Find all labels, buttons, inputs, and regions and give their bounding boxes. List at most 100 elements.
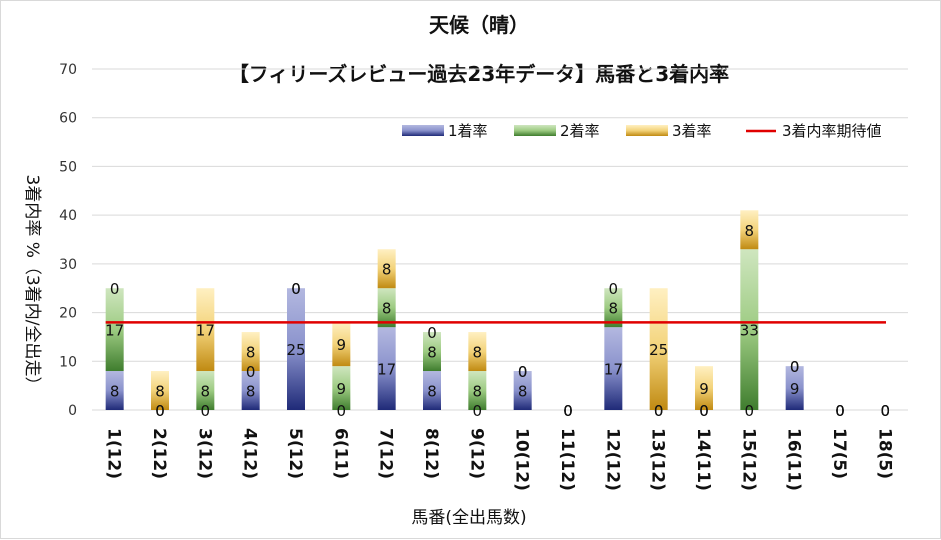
- bar-segment: [332, 322, 351, 367]
- x-tick-label: 7(12): [376, 428, 396, 479]
- data-label: 0: [881, 402, 891, 420]
- bar-segment: [423, 371, 441, 410]
- data-label: 0: [699, 402, 709, 420]
- y-tick-label: 50: [59, 159, 77, 175]
- y-tick-label: 30: [59, 257, 77, 273]
- x-tick-label: 11(12): [557, 428, 577, 491]
- data-label: 0: [881, 402, 891, 420]
- y-tick-label: 0: [68, 403, 77, 419]
- data-label: 0: [654, 402, 664, 420]
- data-label: 0: [563, 402, 573, 420]
- data-label: 0: [201, 402, 211, 420]
- data-label: 9: [337, 380, 347, 398]
- bar-segment: [332, 366, 351, 410]
- bar-segment: [423, 332, 441, 372]
- data-label: 0: [518, 363, 528, 381]
- legend-label: 1着率: [448, 122, 488, 140]
- y-axis-label: 3着内率 %（3着内/全出走）: [22, 175, 42, 394]
- x-tick-label: 2(12): [149, 428, 169, 479]
- data-label: 8: [201, 383, 211, 401]
- data-label: 17: [604, 361, 623, 379]
- y-tick-label: 20: [59, 306, 77, 322]
- data-label: 0: [745, 402, 755, 420]
- legend-label: 3着内率期待値: [782, 122, 882, 140]
- x-tick-label: 15(12): [738, 428, 758, 491]
- legend: 1着率 2着率 3着率 3着内率期待値: [402, 122, 882, 140]
- bars: [105, 210, 804, 410]
- data-label: 0: [473, 402, 483, 420]
- data-label: 0: [563, 402, 573, 420]
- bar-segment: [468, 371, 487, 410]
- data-label: 25: [649, 341, 668, 359]
- data-label: 0: [518, 363, 528, 381]
- bar-segment: [785, 366, 804, 410]
- x-tick-label: 4(12): [240, 428, 260, 479]
- data-label: 25: [286, 341, 305, 359]
- x-tick-label: 3(12): [194, 428, 214, 479]
- bar-segment: [649, 288, 668, 410]
- data-label: 8: [382, 300, 392, 318]
- bar-segment: [377, 288, 396, 328]
- data-label: 9: [699, 380, 709, 398]
- data-label: 8: [427, 344, 437, 362]
- bar-segment: [196, 288, 215, 372]
- data-label: 0: [835, 402, 845, 420]
- data-label: 0: [790, 358, 800, 376]
- data-label: 8: [246, 383, 256, 401]
- data-label: 0: [155, 402, 165, 420]
- data-label: 0: [609, 280, 619, 298]
- chart-title: 天候（晴）: [429, 13, 529, 37]
- x-tick-label: 14(11): [693, 428, 713, 491]
- legend-label: 3着率: [672, 122, 712, 140]
- data-label: 8: [609, 300, 619, 318]
- x-tick-label: 16(11): [784, 428, 804, 491]
- data-label: 0: [110, 280, 120, 298]
- bar-segment: [695, 366, 713, 410]
- legend-swatch: [626, 125, 668, 136]
- bar-segment: [151, 371, 169, 410]
- data-label: 8: [246, 344, 256, 362]
- gridlines: [92, 68, 908, 411]
- bar-segment: [196, 371, 215, 410]
- bar-segment: [604, 327, 623, 410]
- bar-segment: [105, 288, 124, 372]
- bar-segment: [377, 327, 396, 410]
- y-tick-label: 70: [59, 62, 77, 78]
- data-label: 0: [654, 402, 664, 420]
- data-label: 0: [790, 358, 800, 376]
- data-label: 0: [291, 280, 301, 298]
- data-label: 8: [518, 383, 528, 401]
- data-label: 0: [835, 402, 845, 420]
- bar-segment: [740, 210, 759, 250]
- data-label: 0: [699, 402, 709, 420]
- y-tick-label: 60: [59, 111, 77, 127]
- bar-segment: [105, 371, 124, 410]
- x-tick-label: 5(12): [285, 428, 305, 479]
- data-label: 8: [745, 222, 755, 240]
- x-tick-label: 1(12): [104, 428, 124, 479]
- data-label: 0: [337, 402, 347, 420]
- data-label: 0: [835, 402, 845, 420]
- data-label: 0: [563, 402, 573, 420]
- data-label: 17: [196, 322, 215, 340]
- data-label: 33: [740, 322, 759, 340]
- y-tick-label: 40: [59, 208, 77, 224]
- x-axis-label: 馬番(全出馬数): [411, 508, 526, 528]
- y-tick-label: 10: [59, 354, 77, 370]
- data-label: 8: [473, 383, 483, 401]
- data-label: 8: [427, 383, 437, 401]
- data-label: 17: [377, 361, 396, 379]
- x-tick-label: 10(12): [512, 428, 532, 491]
- data-label: 0: [246, 363, 256, 381]
- bar-segment: [377, 249, 396, 289]
- y-axis-ticks: 0 10 20 30 40 50 60 70: [59, 62, 77, 419]
- x-tick-label: 12(12): [602, 428, 622, 491]
- x-axis-ticks: 1(12) 2(12) 3(12) 4(12) 5(12) 6(11) 7(12) 8(12)…: [104, 428, 895, 491]
- data-label: 0: [427, 324, 437, 342]
- x-tick-label: 18(5): [874, 428, 894, 479]
- bar-segment: [513, 371, 532, 410]
- data-label: 17: [105, 322, 124, 340]
- legend-label: 2着率: [560, 122, 600, 140]
- data-label: 8: [473, 344, 483, 362]
